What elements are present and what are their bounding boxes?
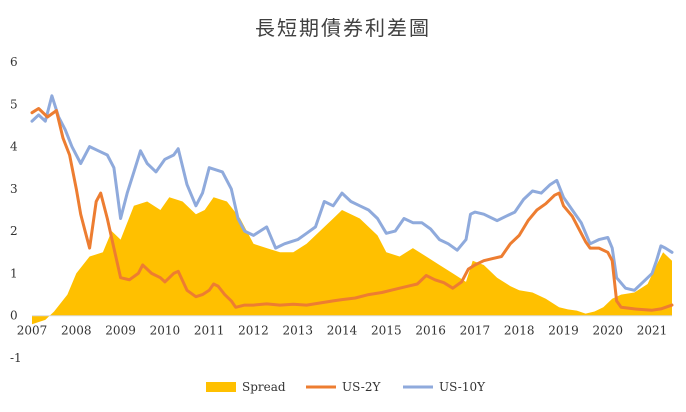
- chart-title: 長短期債券利差圖: [255, 16, 431, 40]
- legend-label: US-10Y: [439, 380, 486, 394]
- x-tick-label: 2016: [415, 324, 446, 338]
- x-tick-labels: 2007 2008 2009 2010 2011 2012 2013 2014 2015 2016…: [17, 324, 668, 338]
- us10y-line-layer: [30, 94, 674, 292]
- y-tick-label: 5: [10, 97, 18, 111]
- x-tick-label: 2015: [371, 324, 402, 338]
- x-tick-label: 2019: [548, 324, 579, 338]
- y-tick-labels: -1 0 1 2 3 4 5 6: [10, 55, 22, 365]
- y-tick-label: 3: [10, 182, 18, 196]
- y-tick-label: -1: [10, 351, 22, 365]
- legend-swatch-spread: [206, 382, 236, 392]
- x-tick-label: 2010: [150, 324, 181, 338]
- y-tick-label: 2: [10, 224, 18, 238]
- legend-label: Spread: [242, 380, 286, 394]
- y-tick-label: 1: [10, 266, 18, 280]
- y-tick-label: 0: [10, 309, 18, 323]
- x-tick-label: 2011: [194, 324, 225, 338]
- legend: Spread US-2Y US-10Y: [206, 380, 486, 394]
- x-tick-label: 2008: [61, 324, 92, 338]
- x-tick-label: 2020: [593, 324, 624, 338]
- x-tick-label: 2012: [238, 324, 269, 338]
- us10y-line: [30, 94, 674, 292]
- x-tick-label: 2013: [282, 324, 313, 338]
- x-tick-label: 2007: [17, 324, 48, 338]
- us2y-line-layer: [30, 107, 674, 312]
- us2y-line: [30, 107, 674, 312]
- x-tick-label: 2009: [105, 324, 136, 338]
- x-tick-label: 2021: [637, 324, 668, 338]
- x-tick-label: 2017: [460, 324, 491, 338]
- y-tick-label: 4: [10, 140, 18, 154]
- x-tick-label: 2014: [327, 324, 358, 338]
- x-tick-label: 2018: [504, 324, 535, 338]
- y-tick-label: 6: [10, 55, 18, 69]
- legend-label: US-2Y: [342, 380, 381, 394]
